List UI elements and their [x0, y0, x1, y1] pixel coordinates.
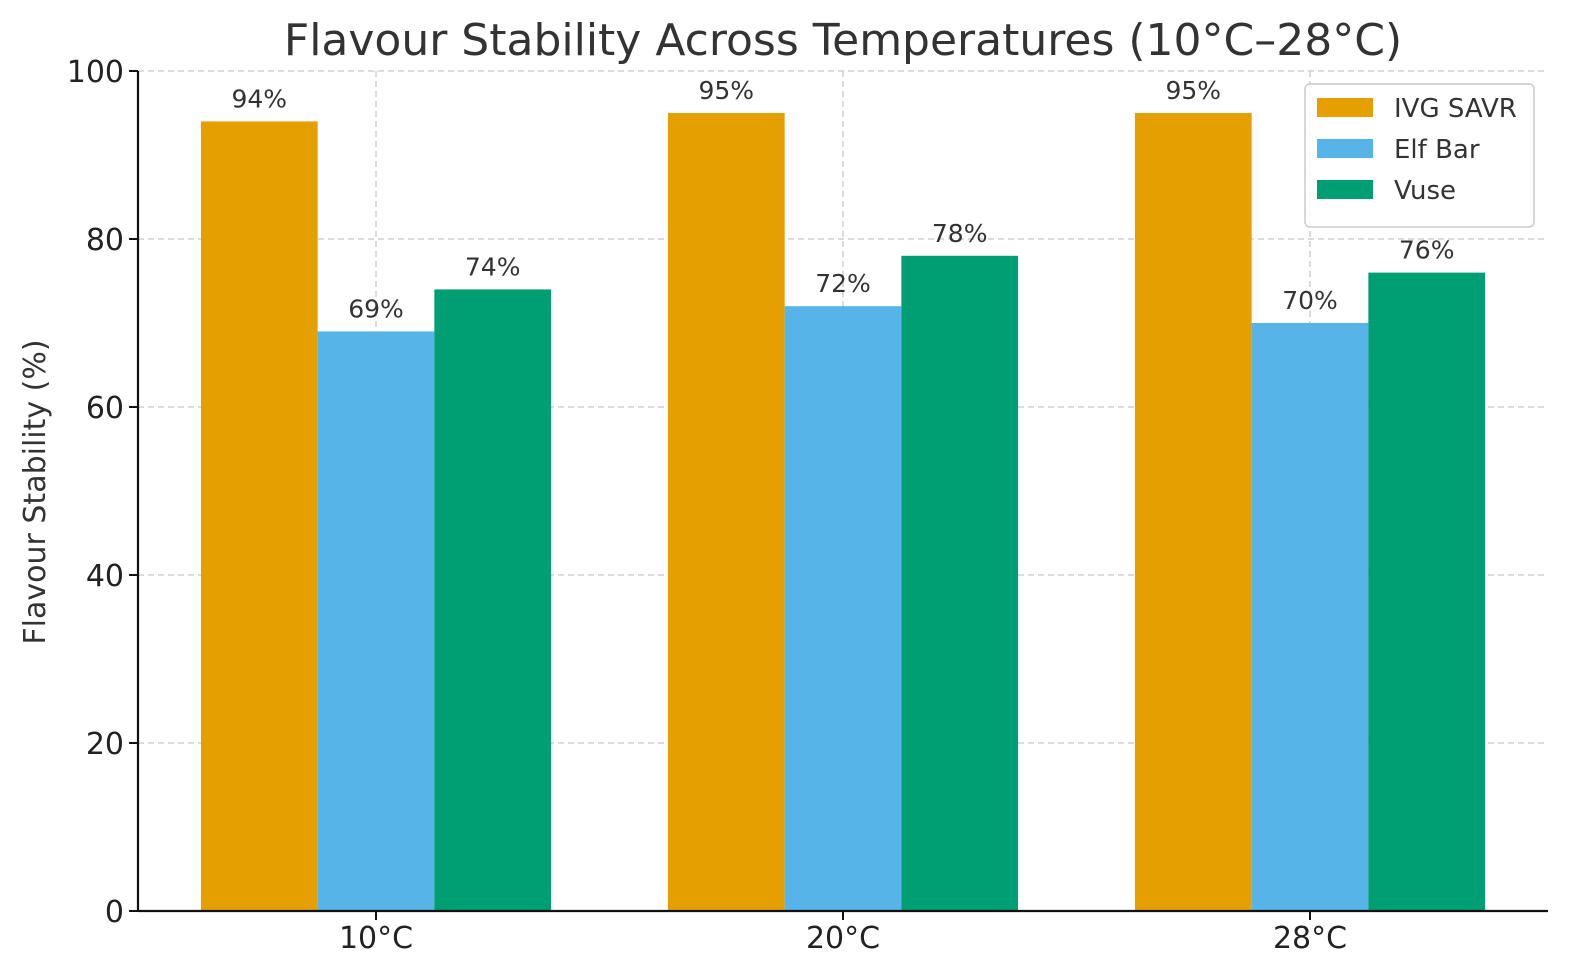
- bar: [901, 255, 1019, 912]
- data-label: 95%: [1166, 76, 1222, 105]
- y-tick-label: 60: [86, 391, 124, 426]
- bar: [200, 121, 318, 911]
- data-label: 76%: [1399, 236, 1455, 265]
- legend: IVG SAVR Elf Bar Vuse: [1304, 83, 1535, 228]
- bar: [1134, 113, 1252, 911]
- y-tick-label: 40: [86, 559, 124, 594]
- legend-item-label: Elf Bar: [1394, 135, 1480, 165]
- data-labels: 94% 95% 95% 69% 72% 70% 74% 78% 76%: [232, 76, 1455, 323]
- chart-title: Flavour Stability Across Temperatures (1…: [284, 15, 1402, 66]
- x-tick-label: 10°C: [339, 921, 413, 956]
- y-axis-label: Flavour Stability (%): [18, 339, 53, 644]
- bar: [317, 331, 435, 911]
- y-tick-label: 100: [67, 55, 124, 90]
- y-tick-label: 20: [86, 727, 124, 762]
- legend-swatch: [1317, 98, 1373, 117]
- y-tick-label: 80: [86, 223, 124, 258]
- legend-item-label: IVG SAVR: [1394, 94, 1517, 124]
- data-label: 78%: [932, 219, 988, 248]
- x-tick-label: 28°C: [1273, 921, 1347, 956]
- x-tick-label: 20°C: [806, 921, 880, 956]
- bar: [434, 289, 552, 911]
- bar: [784, 306, 902, 911]
- axes: 0 20 40 60 80 100 10°C 20°C 28°C: [67, 55, 1548, 956]
- data-label: 74%: [465, 252, 521, 281]
- bars: [200, 113, 1486, 912]
- y-tick-label: 0: [105, 895, 124, 930]
- legend-swatch: [1317, 180, 1373, 199]
- legend-swatch: [1317, 139, 1373, 158]
- bar: [1251, 323, 1369, 911]
- bar: [667, 113, 785, 911]
- data-label: 95%: [699, 76, 755, 105]
- data-label: 70%: [1282, 286, 1338, 315]
- data-label: 69%: [348, 294, 404, 323]
- data-label: 72%: [815, 269, 871, 298]
- data-label: 94%: [232, 84, 288, 113]
- legend-item-label: Vuse: [1394, 176, 1456, 206]
- bar: [1368, 272, 1486, 912]
